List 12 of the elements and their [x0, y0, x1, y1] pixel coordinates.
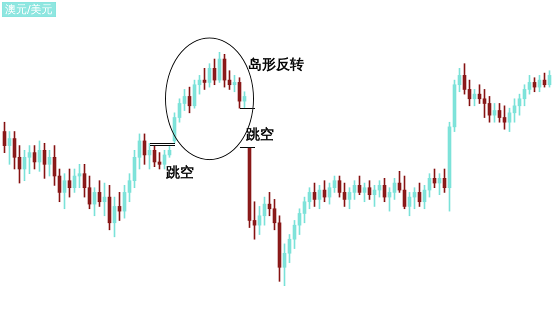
- candlestick: [8, 131, 12, 165]
- annotation: 跳空: [246, 126, 274, 144]
- candlestick: [202, 68, 206, 90]
- candlestick: [232, 75, 236, 92]
- candlestick: [118, 192, 122, 221]
- chart-title: 澳元/美元: [2, 2, 56, 17]
- annotation: 岛形反转: [248, 56, 304, 74]
- candlestick: [362, 182, 366, 202]
- candlestick: [102, 182, 106, 216]
- candlestick: [68, 168, 72, 198]
- candlestick: [148, 142, 152, 170]
- annotation: 跳空: [166, 164, 194, 182]
